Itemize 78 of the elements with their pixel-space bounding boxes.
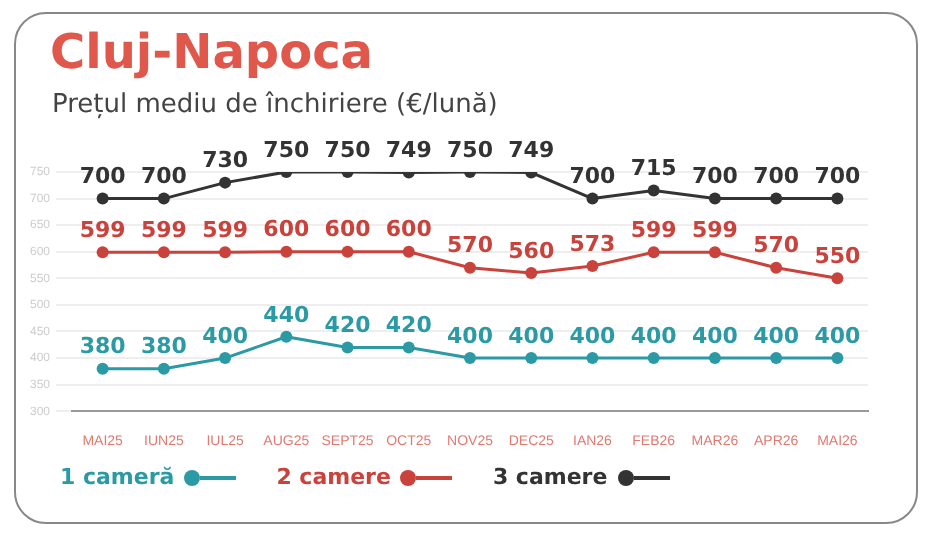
point — [280, 330, 293, 343]
point — [708, 246, 721, 259]
data-label: 700 — [814, 163, 862, 190]
data-label: 400 — [569, 322, 617, 349]
point — [831, 192, 844, 205]
data-label: 700 — [140, 163, 188, 190]
data-label: 700 — [691, 163, 739, 190]
data-label: 570 — [447, 232, 494, 259]
point — [525, 267, 538, 279]
point — [586, 260, 599, 273]
data-label: 700 — [753, 163, 800, 190]
point — [586, 192, 599, 205]
point — [831, 352, 844, 365]
data-label: 400 — [630, 322, 678, 349]
point — [219, 176, 232, 189]
point — [341, 245, 354, 258]
point — [219, 352, 232, 365]
data-label: 420 — [385, 312, 433, 339]
data-label: 400 — [508, 322, 555, 349]
data-label: 600 — [324, 216, 372, 243]
point — [770, 261, 783, 274]
point — [341, 341, 354, 354]
data-label: 560 — [508, 237, 555, 264]
data-label: 750 — [263, 136, 310, 163]
data-label: 570 — [753, 232, 800, 259]
point — [586, 352, 599, 365]
data-label: 715 — [630, 155, 677, 182]
point — [708, 192, 721, 205]
chart-subtitle: Prețul mediu de închiriere (€/lună) — [52, 90, 498, 120]
data-label: 600 — [263, 216, 310, 243]
data-label: 730 — [202, 147, 249, 174]
data-label: 599 — [202, 216, 249, 243]
point — [647, 246, 660, 259]
point — [96, 362, 109, 375]
point — [402, 245, 415, 258]
data-label: 400 — [447, 322, 494, 349]
data-label: 600 — [385, 216, 433, 243]
data-label: 380 — [140, 333, 188, 360]
legend-label: 2 camere — [276, 464, 391, 490]
point — [647, 184, 660, 197]
point — [831, 272, 844, 285]
data-label: 400 — [202, 322, 249, 349]
data-label: 400 — [691, 322, 739, 349]
data-label: 750 — [324, 136, 372, 163]
point — [770, 192, 783, 205]
legend-label: 3 camere — [492, 464, 608, 490]
data-label: 599 — [691, 216, 738, 243]
data-label: 420 — [324, 312, 372, 339]
point — [96, 192, 109, 205]
point — [402, 341, 415, 354]
data-label: 749 — [385, 137, 432, 164]
data-label: 550 — [814, 243, 862, 270]
data-label: 749 — [508, 137, 555, 164]
data-label: 700 — [79, 163, 127, 190]
data-label: 700 — [569, 163, 617, 190]
data-label: 400 — [753, 322, 800, 349]
point — [770, 352, 783, 365]
point — [157, 192, 170, 205]
data-label: 380 — [79, 333, 127, 360]
point — [464, 261, 477, 274]
point — [157, 362, 170, 375]
data-label: 599 — [140, 216, 187, 243]
point — [219, 246, 232, 259]
data-label: 573 — [569, 230, 616, 257]
data-label: 750 — [447, 136, 494, 163]
chart-title: Cluj-Napoca — [50, 24, 373, 80]
point — [525, 352, 538, 365]
point — [96, 246, 109, 259]
point — [280, 245, 293, 258]
point — [157, 246, 170, 259]
point — [647, 352, 660, 365]
legend-label: 1 cameră — [60, 464, 175, 490]
data-label: 599 — [79, 216, 126, 243]
point — [464, 352, 477, 365]
data-label: 440 — [263, 301, 310, 328]
data-label: 599 — [630, 216, 677, 243]
data-label: 400 — [814, 322, 862, 349]
point — [708, 352, 721, 365]
